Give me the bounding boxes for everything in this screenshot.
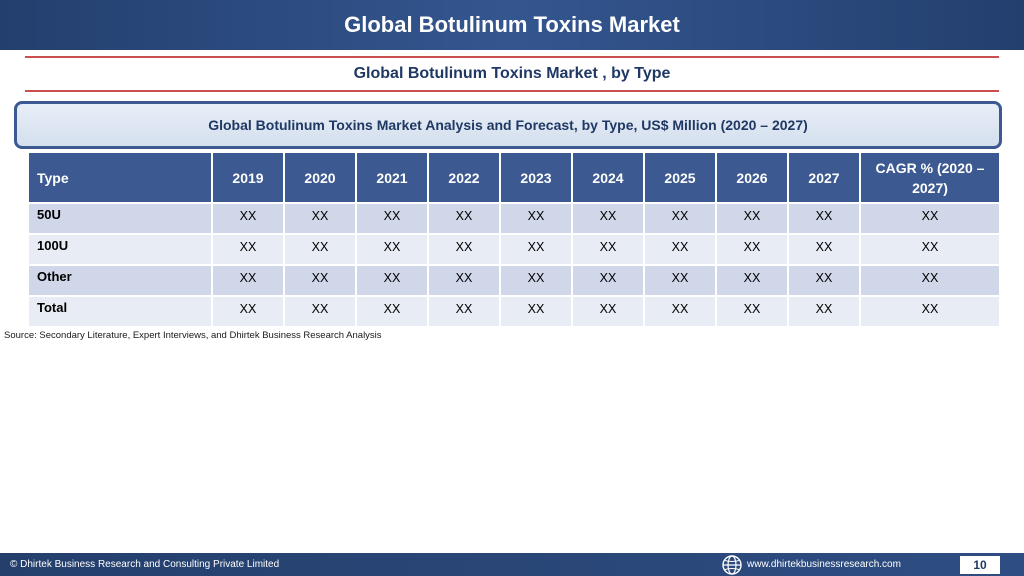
- column-header-2025: 2025: [643, 151, 717, 204]
- page-number: 10: [960, 556, 1000, 574]
- table-cell: XX: [859, 202, 1001, 235]
- column-header-2027: 2027: [787, 151, 861, 204]
- table-cell: XX: [211, 295, 285, 328]
- copyright-text: © Dhirtek Business Research and Consulti…: [10, 559, 280, 570]
- table-cell: XX: [787, 233, 861, 266]
- source-note: Source: Secondary Literature, Expert Int…: [4, 330, 382, 341]
- website-link[interactable]: www.dhirtekbusinessresearch.com: [747, 559, 901, 570]
- table-cell: XX: [499, 233, 573, 266]
- table-row: 100U XX XX XX XX XX XX XX XX XX XX: [27, 233, 1001, 266]
- table-cell: XX: [427, 264, 501, 297]
- column-header-type: Type: [27, 151, 213, 204]
- row-label: Other: [27, 264, 213, 297]
- table-cell: XX: [499, 264, 573, 297]
- table-cell: XX: [643, 264, 717, 297]
- column-header-2023: 2023: [499, 151, 573, 204]
- table-cell: XX: [283, 264, 357, 297]
- table-cell: XX: [571, 295, 645, 328]
- table-cell: XX: [715, 202, 789, 235]
- footer-bar: © Dhirtek Business Research and Consulti…: [0, 553, 1024, 576]
- table-row: 50U XX XX XX XX XX XX XX XX XX XX: [27, 202, 1001, 235]
- page-title: Global Botulinum Toxins Market: [344, 12, 680, 37]
- column-header-2024: 2024: [571, 151, 645, 204]
- market-data-table: Type 2019 2020 2021 2022 2023 2024 2025 …: [27, 151, 1001, 328]
- table-cell: XX: [283, 202, 357, 235]
- section-subtitle: Global Botulinum Toxins Market , by Type: [353, 65, 671, 82]
- table-cell: XX: [283, 233, 357, 266]
- table-cell: XX: [427, 233, 501, 266]
- table-cell: XX: [283, 295, 357, 328]
- table-cell: XX: [499, 295, 573, 328]
- table-cell: XX: [787, 295, 861, 328]
- table-cell: XX: [715, 233, 789, 266]
- row-label: 100U: [27, 233, 213, 266]
- table-cell: XX: [643, 233, 717, 266]
- row-label: 50U: [27, 202, 213, 235]
- table-cell: XX: [787, 264, 861, 297]
- table-cell: XX: [427, 295, 501, 328]
- table-cell: XX: [355, 202, 429, 235]
- divider-top: [25, 56, 999, 58]
- divider-bottom: [25, 90, 999, 92]
- table-cell: XX: [355, 295, 429, 328]
- table-cell: XX: [427, 202, 501, 235]
- column-header-2020: 2020: [283, 151, 357, 204]
- globe-icon: [722, 555, 742, 575]
- table-cell: XX: [859, 233, 1001, 266]
- row-label: Total: [27, 295, 213, 328]
- title-bar: Global Botulinum Toxins Market: [0, 0, 1024, 50]
- table-header-row: Type 2019 2020 2021 2022 2023 2024 2025 …: [27, 151, 1001, 204]
- column-header-cagr: CAGR % (2020 – 2027): [859, 151, 1001, 204]
- column-header-2019: 2019: [211, 151, 285, 204]
- table-cell: XX: [211, 264, 285, 297]
- table-cell: XX: [355, 233, 429, 266]
- table-row: Total XX XX XX XX XX XX XX XX XX XX: [27, 295, 1001, 328]
- column-header-2026: 2026: [715, 151, 789, 204]
- table-cell: XX: [499, 202, 573, 235]
- table-cell: XX: [715, 295, 789, 328]
- table-cell: XX: [715, 264, 789, 297]
- table-row: Other XX XX XX XX XX XX XX XX XX XX: [27, 264, 1001, 297]
- table-cell: XX: [571, 233, 645, 266]
- table-cell: XX: [643, 202, 717, 235]
- table-caption-banner: Global Botulinum Toxins Market Analysis …: [14, 101, 1002, 149]
- table-cell: XX: [859, 264, 1001, 297]
- table-cell: XX: [355, 264, 429, 297]
- table-cell: XX: [571, 202, 645, 235]
- table-cell: XX: [211, 202, 285, 235]
- table-cell: XX: [571, 264, 645, 297]
- table-caption: Global Botulinum Toxins Market Analysis …: [208, 117, 808, 133]
- table-cell: XX: [859, 295, 1001, 328]
- table-cell: XX: [643, 295, 717, 328]
- table-cell: XX: [211, 233, 285, 266]
- column-header-2022: 2022: [427, 151, 501, 204]
- table-cell: XX: [787, 202, 861, 235]
- column-header-2021: 2021: [355, 151, 429, 204]
